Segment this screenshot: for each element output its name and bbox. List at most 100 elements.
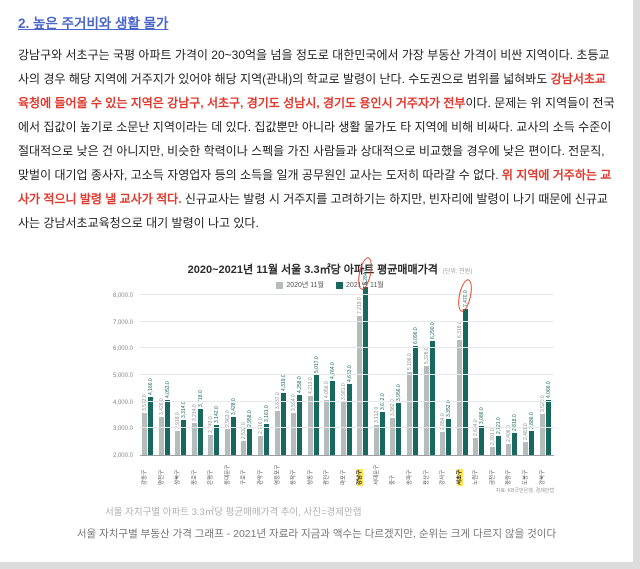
x-tick-label: 마포구	[340, 469, 347, 485]
bar-value-label: 3,718.0	[197, 390, 204, 408]
body-paragraph: 강남구와 서초구는 국평 아파트 가격이 20~30억을 넘을 정도로 대한민국…	[18, 43, 615, 235]
bar-value-label: 5,017.0	[313, 355, 320, 373]
bar	[274, 410, 280, 455]
y-tick-label: 4,000.0	[112, 399, 133, 406]
bar	[224, 429, 230, 455]
bar	[373, 425, 379, 455]
y-tick-label: 2,000.0	[112, 453, 133, 459]
comment-caption: 서울 자치구별 부동산 가격 그래프 - 2021년 자료라 지금과 액수는 다…	[76, 528, 557, 540]
x-tick-label: 동대문구	[224, 464, 231, 485]
bar-group: 2,743.0 3,142.0	[206, 296, 223, 455]
bar	[142, 413, 147, 455]
bar	[158, 416, 164, 455]
x-tick-label: 관악구	[257, 469, 264, 485]
x-tick-label: 서대문구	[373, 464, 380, 485]
bar	[307, 396, 313, 455]
bar	[423, 366, 429, 455]
bar	[363, 287, 369, 455]
legend-label: 2020년 11월	[286, 282, 324, 289]
bar-group: 2,716.0 3,161.0	[256, 296, 273, 455]
bar	[175, 430, 181, 455]
bar-value-label: 4,319.0	[280, 374, 287, 392]
bar	[357, 315, 363, 455]
gridline	[140, 347, 554, 349]
x-tick-cell: 마포구	[339, 456, 356, 486]
text-segment: 강남구와 서초구는 국평 아파트 가격이 20~30억을 넘을 정도로 대한민국…	[18, 48, 610, 86]
x-tick-label: 성북구	[175, 469, 182, 485]
x-tick-label: 성동구	[307, 469, 314, 485]
x-tick-cell: 관악구	[256, 456, 273, 486]
bar-group: 3,214.0 3,718.0	[190, 296, 207, 455]
x-tick-label: 강북구	[539, 469, 546, 485]
bar	[506, 444, 512, 455]
bar-value-label: 2,721.0	[495, 417, 502, 434]
y-tick-label: 8,000.0	[112, 293, 133, 299]
x-tick-cell: 강서구	[438, 456, 455, 486]
bar	[446, 418, 452, 455]
x-tick-cell: 송파구	[405, 456, 422, 486]
x-tick-cell: 구로구	[239, 456, 256, 486]
bar-group: 5,328.0 6,290.0	[422, 296, 439, 455]
bar	[280, 393, 286, 455]
bar	[230, 416, 236, 455]
gridline	[140, 294, 554, 295]
x-tick-label: 송파구	[407, 469, 413, 485]
bar-value-label: 4,166.0	[148, 378, 154, 396]
bar	[396, 402, 402, 455]
x-tick-cell: 서초구	[455, 456, 472, 486]
bar	[479, 426, 485, 455]
bar-group: 2,532.0 2,958.0	[239, 296, 256, 455]
bar	[313, 374, 319, 455]
bar	[429, 340, 435, 455]
gridline	[140, 374, 554, 375]
x-tick-cell: 중구	[388, 456, 405, 486]
x-tick-cell: 도봉구	[521, 456, 538, 486]
bar	[241, 440, 247, 455]
x-tick-label: 중구	[390, 474, 397, 485]
x-tick-cell: 종로구	[190, 456, 207, 486]
legend-label: 2021년 11월	[346, 282, 384, 289]
bar-value-label: 6,290.0	[429, 321, 436, 339]
chart-unit-note: (단위: 만원)	[442, 269, 473, 275]
bar-value-label: 3,352.0	[446, 400, 453, 417]
x-tick-label: 강남구	[357, 468, 364, 486]
bar	[512, 433, 518, 455]
x-tick-label: 강동구	[142, 469, 148, 485]
y-tick-label: 5,000.0	[112, 373, 133, 379]
bar-group: 5,106.0 6,096.0	[405, 296, 422, 455]
bar-value-label: 4,053.0	[164, 381, 171, 399]
y-tick-label: 3,000.0	[112, 426, 133, 433]
text-segment: 신규교사는 발령 시 거주지를 고려하기는 하지만, 빈자리에 발령이 나기 때…	[18, 192, 608, 230]
x-tick-label: 은평구	[208, 469, 215, 485]
bar	[330, 381, 336, 455]
chart-y-axis: 2,000.0 3,000.0 4,000.0 5,000.0 6,000.0 7,000…	[100, 293, 136, 459]
bar-value-label: 4,066.0	[545, 381, 552, 398]
x-tick-label: 구로구	[241, 469, 248, 485]
x-tick-cell: 강북구	[538, 456, 555, 486]
x-tick-label: 중랑구	[506, 469, 513, 485]
x-tick-label: 노원구	[473, 469, 480, 485]
bar	[257, 435, 263, 455]
gridline	[140, 427, 554, 429]
page: 2. 높은 주거비와 생활 물가 강남구와 서초구는 국평 아파트 가격이 20…	[0, 0, 633, 562]
bar	[197, 409, 203, 455]
bar	[297, 394, 303, 455]
bar	[456, 339, 462, 455]
bar-group: 3,594.0 4,258.0	[289, 296, 306, 455]
bar-group: 2,481.0 2,886.0	[521, 296, 538, 455]
x-tick-cell: 동작구	[289, 456, 306, 486]
bar-group: 2,406.0 2,818.0	[504, 296, 521, 455]
bar-group: 3,981.04,663.0	[339, 296, 356, 455]
x-tick-cell: 동대문구	[223, 456, 240, 486]
bar	[407, 372, 412, 455]
x-tick-cell: 은평구	[206, 456, 223, 486]
x-tick-cell: 노원구	[471, 456, 488, 486]
gridline	[140, 400, 554, 402]
bar	[495, 435, 501, 455]
x-tick-label: 용산구	[423, 469, 430, 485]
bar-value-label: 6,096.0	[413, 327, 419, 344]
chart-figure[interactable]: 2020~2021년 11월 서울 3.3㎡당 아파트 평균매매가격 (단위: …	[100, 256, 560, 494]
bar	[522, 442, 528, 455]
bar-group: 3,382.0 3,956.0	[388, 296, 405, 455]
bar	[247, 429, 253, 455]
